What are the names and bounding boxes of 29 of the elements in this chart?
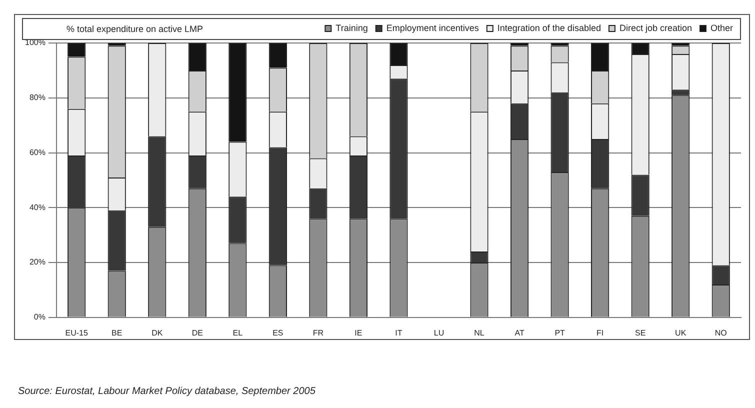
x-tick-label: FI: [596, 328, 604, 338]
x-tick-label: PT: [554, 328, 566, 338]
x-tick-label: LU: [434, 328, 444, 338]
x-tick-label: DK: [152, 328, 164, 338]
x-tick-label: AT: [514, 328, 524, 338]
y-tick-label: 0%: [34, 312, 46, 322]
legend-label: Other: [710, 22, 734, 33]
x-tick-label: EU-15: [65, 328, 88, 338]
x-tick-label: DE: [192, 328, 203, 338]
x-tick-label: EL: [232, 328, 244, 338]
y-tick-label: 40%: [29, 202, 46, 212]
x-tick-label: SE: [634, 328, 646, 338]
x-tick-label: BE: [112, 328, 122, 338]
legend-label: Employment incentives: [386, 22, 480, 33]
y-tick-label: 60%: [29, 148, 46, 157]
x-tick-label: NL: [474, 328, 485, 338]
source-note: Source: Eurostat, Labour Market Policy database, September 2005: [18, 386, 316, 397]
legend-label: Training: [336, 22, 368, 33]
y-tick-label: 80%: [29, 93, 46, 102]
x-tick-label: FR: [312, 328, 324, 338]
x-tick-label: NO: [714, 328, 727, 338]
y-axis-title: % total expenditure on active LMP: [66, 24, 204, 34]
y-tick-label: 20%: [29, 258, 46, 267]
x-tick-label: IT: [395, 328, 402, 338]
x-tick-label: ES: [272, 328, 284, 338]
legend-label: Integration of the disabled: [497, 22, 601, 33]
legend-label: Direct job creation: [619, 22, 692, 33]
x-tick-label: IE: [354, 328, 362, 338]
x-tick-label: UK: [675, 328, 687, 338]
